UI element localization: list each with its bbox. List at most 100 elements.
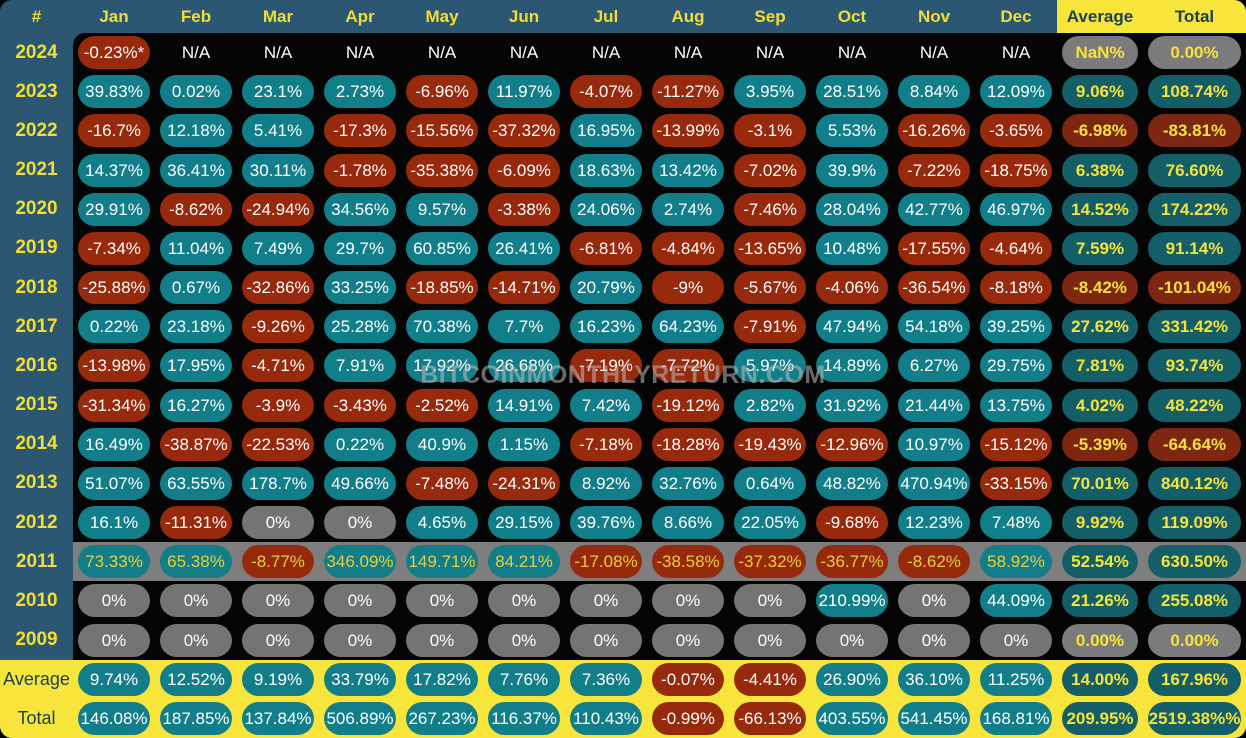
average-pill[interactable]: 9.06%	[1062, 75, 1138, 109]
return-pill[interactable]: 0%	[734, 623, 806, 657]
return-pill[interactable]: -7.48%	[406, 466, 478, 500]
return-pill[interactable]: 58.92%	[980, 545, 1052, 579]
return-pill[interactable]: 64.23%	[652, 310, 724, 344]
return-pill[interactable]: 5.41%	[242, 114, 314, 148]
return-pill[interactable]: 7.7%	[488, 310, 560, 344]
return-pill[interactable]: 7.91%	[324, 349, 396, 383]
return-pill[interactable]: 14.89%	[816, 349, 888, 383]
return-pill[interactable]: -8.18%	[980, 271, 1052, 305]
return-pill[interactable]: 9.19%	[242, 662, 314, 696]
return-pill[interactable]: 44.09%	[980, 584, 1052, 618]
return-pill[interactable]: 5.97%	[734, 349, 806, 383]
return-pill[interactable]: -66.13%	[734, 701, 806, 735]
return-pill[interactable]: 0%	[242, 623, 314, 657]
return-pill[interactable]: 28.51%	[816, 75, 888, 109]
return-pill[interactable]: 1.15%	[488, 427, 560, 461]
return-pill[interactable]: 29.7%	[324, 231, 396, 265]
return-pill[interactable]: 0.64%	[734, 466, 806, 500]
return-pill[interactable]: 8.92%	[570, 466, 642, 500]
return-pill[interactable]: -7.22%	[898, 153, 970, 187]
return-pill[interactable]: 32.76%	[652, 466, 724, 500]
average-pill[interactable]: 70.01%	[1062, 466, 1138, 500]
return-pill[interactable]: -37.32%	[734, 545, 806, 579]
return-pill[interactable]: 12.18%	[160, 114, 232, 148]
return-pill[interactable]: 0.22%	[324, 427, 396, 461]
return-pill[interactable]: -7.19%	[570, 349, 642, 383]
return-pill[interactable]: -4.07%	[570, 75, 642, 109]
return-pill[interactable]: 0%	[406, 623, 478, 657]
return-pill[interactable]: -8.62%	[160, 192, 232, 226]
total-pill[interactable]: 0.00%	[1148, 623, 1241, 657]
return-pill[interactable]: -37.32%	[488, 114, 560, 148]
return-pill[interactable]: 30.11%	[242, 153, 314, 187]
total-pill[interactable]: 0.00%	[1148, 36, 1241, 70]
return-pill[interactable]: 0%	[570, 584, 642, 618]
return-pill[interactable]: -17.08%	[570, 545, 642, 579]
average-pill[interactable]: 14.00%	[1062, 662, 1138, 696]
average-pill[interactable]: 7.81%	[1062, 349, 1138, 383]
return-pill[interactable]: -14.71%	[488, 271, 560, 305]
return-pill[interactable]: 7.48%	[980, 506, 1052, 540]
return-pill[interactable]: 16.23%	[570, 310, 642, 344]
return-pill[interactable]: -5.67%	[734, 271, 806, 305]
return-pill[interactable]: -7.46%	[734, 192, 806, 226]
return-pill[interactable]: -25.88%	[78, 271, 150, 305]
average-pill[interactable]: 7.59%	[1062, 231, 1138, 265]
return-pill[interactable]: 2.82%	[734, 388, 806, 422]
return-pill[interactable]: 25.28%	[324, 310, 396, 344]
return-pill[interactable]: 73.33%	[78, 545, 150, 579]
return-pill[interactable]: -4.71%	[242, 349, 314, 383]
return-pill[interactable]: 0%	[324, 506, 396, 540]
return-pill[interactable]: 7.36%	[570, 662, 642, 696]
return-pill[interactable]: -24.94%	[242, 192, 314, 226]
return-pill[interactable]: -35.38%	[406, 153, 478, 187]
total-pill[interactable]: -64.64%	[1148, 427, 1241, 461]
return-pill[interactable]: 51.07%	[78, 466, 150, 500]
return-pill[interactable]: 6.27%	[898, 349, 970, 383]
total-pill[interactable]: 119.09%	[1148, 506, 1241, 540]
total-pill[interactable]: 2519.38%%	[1148, 701, 1241, 735]
return-pill[interactable]: 2.73%	[324, 75, 396, 109]
return-pill[interactable]: -9.68%	[816, 506, 888, 540]
total-pill[interactable]: 630.50%	[1148, 545, 1241, 579]
return-pill[interactable]: -36.77%	[816, 545, 888, 579]
return-pill[interactable]: 16.27%	[160, 388, 232, 422]
return-pill[interactable]: 0.67%	[160, 271, 232, 305]
return-pill[interactable]: -12.96%	[816, 427, 888, 461]
return-pill[interactable]: 10.48%	[816, 231, 888, 265]
return-pill[interactable]: 13.42%	[652, 153, 724, 187]
return-pill[interactable]: 7.76%	[488, 662, 560, 696]
return-pill[interactable]: -3.1%	[734, 114, 806, 148]
average-pill[interactable]: 52.54%	[1062, 545, 1138, 579]
return-pill[interactable]: -7.72%	[652, 349, 724, 383]
return-pill[interactable]: -3.9%	[242, 388, 314, 422]
return-pill[interactable]: 10.97%	[898, 427, 970, 461]
return-pill[interactable]: -13.65%	[734, 231, 806, 265]
return-pill[interactable]: 0%	[488, 584, 560, 618]
return-pill[interactable]: -3.65%	[980, 114, 1052, 148]
average-pill[interactable]: -8.42%	[1062, 271, 1138, 305]
return-pill[interactable]: 0%	[816, 623, 888, 657]
total-pill[interactable]: -83.81%	[1148, 114, 1241, 148]
total-pill[interactable]: 174.22%	[1148, 192, 1241, 226]
return-pill[interactable]: 29.75%	[980, 349, 1052, 383]
total-pill[interactable]: 93.74%	[1148, 349, 1241, 383]
return-pill[interactable]: 0%	[980, 623, 1052, 657]
return-pill[interactable]: 0%	[160, 584, 232, 618]
return-pill[interactable]: 84.21%	[488, 545, 560, 579]
return-pill[interactable]: -24.31%	[488, 466, 560, 500]
return-pill[interactable]: 23.1%	[242, 75, 314, 109]
return-pill[interactable]: 0%	[324, 623, 396, 657]
total-pill[interactable]: 108.74%	[1148, 75, 1241, 109]
return-pill[interactable]: 0%	[406, 584, 478, 618]
return-pill[interactable]: -17.55%	[898, 231, 970, 265]
return-pill[interactable]: 11.25%	[980, 662, 1052, 696]
return-pill[interactable]: 0%	[734, 584, 806, 618]
return-pill[interactable]: -32.86%	[242, 271, 314, 305]
return-pill[interactable]: 0%	[898, 584, 970, 618]
return-pill[interactable]: 28.04%	[816, 192, 888, 226]
return-pill[interactable]: -18.28%	[652, 427, 724, 461]
return-pill[interactable]: -3.38%	[488, 192, 560, 226]
return-pill[interactable]: -1.78%	[324, 153, 396, 187]
return-pill[interactable]: -6.81%	[570, 231, 642, 265]
